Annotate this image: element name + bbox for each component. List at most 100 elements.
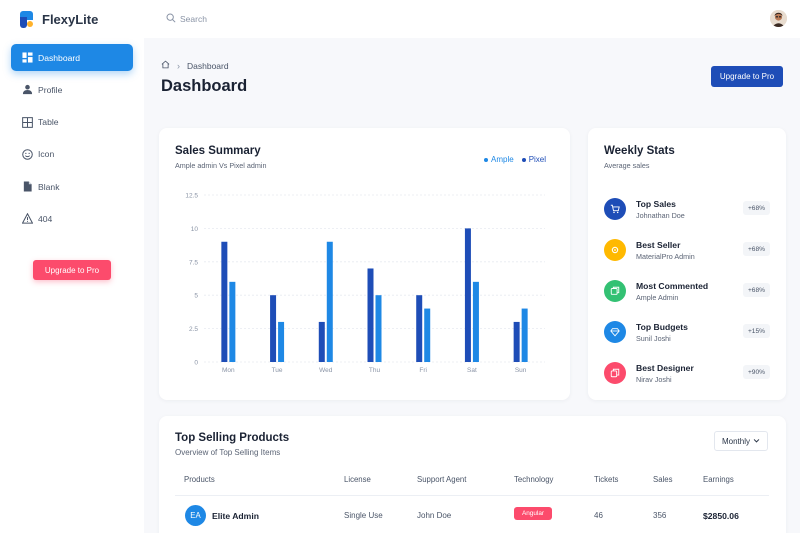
sales-cell: 356 [653,511,667,520]
column-header-tickets[interactable]: Tickets [594,475,619,484]
product-name: Elite Admin [212,511,259,521]
y-tick-label: 10 [191,226,199,233]
avatar[interactable] [770,10,787,27]
x-tick-label: Thu [369,367,381,374]
sidebar-item-dashboard[interactable]: Dashboard [11,44,133,71]
bar-ample-thu [375,295,382,362]
y-tick-label: 5 [194,293,198,300]
sidebar-item-label: 404 [38,213,53,224]
y-tick-label: 2.5 [189,326,198,333]
sidebar-item-label: Blank [38,181,60,192]
period-select[interactable]: Monthly [714,431,768,451]
column-header-license[interactable]: License [344,475,371,484]
stat-item-most-commented[interactable]: Most Commented Ample Admin +68% [604,280,770,304]
stat-badge: +68% [742,283,770,297]
bar-ample-tue [278,321,285,362]
sidebar-item-label: Profile [38,84,63,95]
y-tick-label: 7.5 [189,259,198,266]
bar-ample-sat [472,281,479,362]
stat-title: Most Commented [636,281,709,291]
sales-bar-chart: 0 2.5 5 7.5 10 12.5 Mon Tue Wed Thu Fri Sat Sun [185,193,545,374]
breadcrumb-current: Dashboard [187,60,229,71]
column-header-technology[interactable]: Technology [514,475,554,484]
agent-cell: John Doe [417,511,452,520]
weekly-stats-card: Weekly Stats Average sales Top Sales Joh… [588,128,786,400]
y-tick-label: 12.5 [185,193,198,200]
sidebar-upgrade-button[interactable]: Upgrade to Pro [33,260,111,280]
top-selling-subtitle: Overview of Top Selling Items [175,448,281,457]
sidebar-item-blank[interactable]: Blank [11,173,133,200]
home-icon[interactable] [161,60,170,71]
chevron-right-icon: › [177,60,180,71]
x-tick-label: Tue [272,367,283,374]
stat-badge: +68% [742,201,770,215]
sidebar-item-404[interactable]: 404 [11,205,133,232]
bar-pixel-mon [221,241,228,362]
stat-subtitle: Sunil Joshi [636,334,671,343]
brand-name: FlexyLite [42,12,99,27]
x-tick-label: Sun [515,367,527,374]
x-tick-label: Sat [467,367,477,374]
bar-ample-sun [521,308,528,362]
profile-icon [22,84,33,95]
sidebar-item-label: Table [38,117,59,128]
x-tick-label: Wed [319,367,333,374]
brand[interactable]: FlexyLite [20,11,98,28]
table-divider [175,495,769,496]
legend-label: Ample [491,155,514,164]
top-selling-title: Top Selling Products [175,432,290,444]
stat-subtitle: MaterialPro Admin [636,252,695,261]
stat-item-top-budgets[interactable]: Top Budgets Sunil Joshi +15% [604,321,770,345]
bar-pixel-sun [513,321,520,362]
x-tick-label: Mon [222,367,235,374]
file-icon [22,181,33,192]
sidebar-item-profile[interactable]: Profile [11,76,133,103]
flexylite-logo-icon [20,11,35,28]
bar-ample-mon [229,281,236,362]
bar-ample-wed [326,241,333,362]
column-header-support-agent[interactable]: Support Agent [417,475,467,484]
copy-icon [604,362,626,384]
bar-pixel-wed [318,321,325,362]
stat-item-best-designer[interactable]: Best Designer Nirav Joshi +90% [604,362,770,386]
bar-pixel-fri [416,295,423,362]
stat-badge: +90% [742,365,770,379]
stat-item-top-sales[interactable]: Top Sales Johnathan Doe +68% [604,198,770,222]
column-header-sales[interactable]: Sales [653,475,673,484]
legend-dot [521,157,526,162]
sidebar-item-icon[interactable]: Icon [11,141,133,168]
stat-title: Top Sales [636,199,676,209]
column-header-products[interactable]: Products [184,475,215,484]
stat-item-best-seller[interactable]: Best Seller MaterialPro Admin +68% [604,239,770,263]
license-cell: Single Use [344,511,383,520]
x-tick-label: Fri [419,367,427,374]
sidebar: FlexyLite Dashboard Profile Table Icon [0,0,144,533]
search-input[interactable]: Search [166,13,207,25]
weekly-stats-subtitle: Average sales [604,161,650,170]
weekly-stats-title: Weekly Stats [604,145,675,157]
technology-badge: Angular [514,507,552,520]
cart-icon [604,198,626,220]
earnings-cell: $2850.06 [703,511,739,521]
bar-ample-fri [424,308,431,362]
stat-subtitle: Nirav Joshi [636,375,672,384]
bar-pixel-tue [270,295,277,362]
sales-summary-title: Sales Summary [175,145,261,157]
search-placeholder: Search [180,14,207,24]
star-icon [604,239,626,261]
search-icon [166,13,176,25]
sidebar-item-table[interactable]: Table [11,109,133,136]
product-avatar: EA [185,505,206,526]
column-header-earnings[interactable]: Earnings [703,475,734,484]
legend-dot [484,157,488,162]
tickets-cell: 46 [594,511,603,520]
period-select-value: Monthly [721,436,750,446]
sales-summary-subtitle: Ample admin Vs Pixel admin [175,161,267,170]
table-icon [22,116,33,128]
header-upgrade-button[interactable]: Upgrade to Pro [711,66,783,87]
alert-triangle-icon [22,213,33,225]
smile-icon [22,149,33,160]
legend-item-ample: Ample [484,155,514,164]
y-tick-label: 0 [194,360,198,367]
sales-summary-card: Sales Summary Ample admin Vs Pixel admin… [159,128,570,400]
